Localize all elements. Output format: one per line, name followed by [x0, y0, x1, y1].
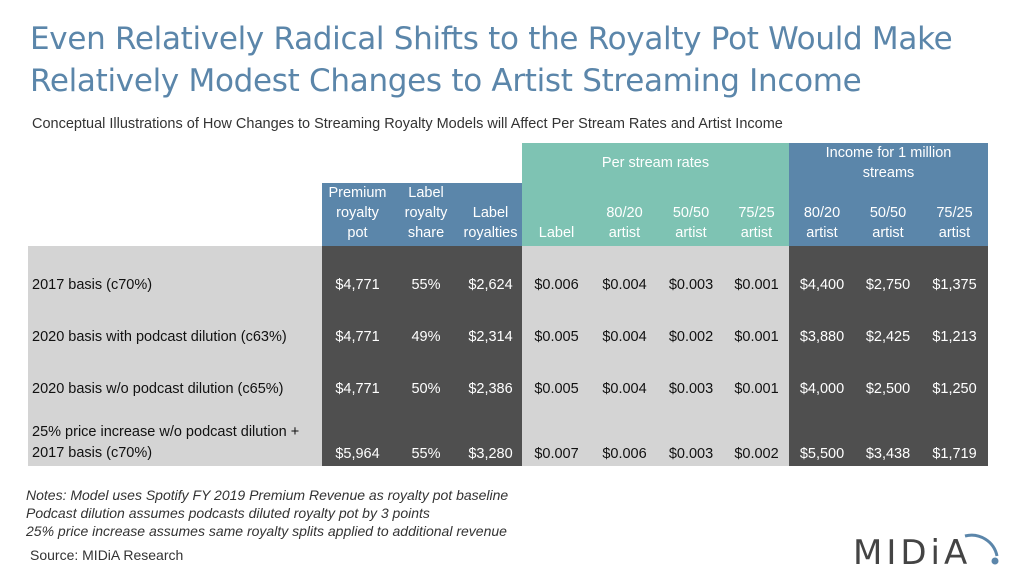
- col-header-label-royalties: Label royalties: [459, 183, 522, 246]
- table-cell: $2,500: [865, 381, 911, 397]
- table-cell: $0.002: [734, 446, 779, 462]
- table-cell: $3,438: [865, 446, 911, 462]
- table-cell: $2,425: [865, 329, 911, 345]
- col-header-artist-75-25-rate: 75/25 artist: [724, 183, 789, 246]
- table-cell: $4,771: [335, 277, 380, 293]
- income-block-background: [789, 246, 988, 466]
- col-header-artist-50-50-income: 50/50 artist: [855, 183, 921, 246]
- note-line-2: Podcast dilution assumes podcasts dilute…: [26, 505, 430, 521]
- table-cell: $0.005: [534, 381, 579, 397]
- table-cell: $0.004: [602, 381, 647, 397]
- table-cell: $0.001: [734, 381, 779, 397]
- group-header-income: Income for 1 million streams: [789, 143, 988, 183]
- table-cell: 50%: [411, 381, 441, 397]
- royalty-table: Per stream rates Income for 1 million str…: [28, 143, 988, 466]
- table-cell: $3,280: [468, 446, 513, 462]
- midia-logo-icon: MIDiA: [853, 533, 999, 573]
- table-cell: $4,000: [799, 381, 845, 397]
- row-label-background: [28, 246, 322, 466]
- col-header-label-rate: Label: [522, 183, 591, 246]
- note-line-3: 25% price increase assumes same royalty …: [26, 523, 507, 539]
- table-cell: 55%: [411, 446, 441, 462]
- table-cell: $0.004: [602, 329, 647, 345]
- table-cell: 49%: [411, 329, 441, 345]
- table-cell: $1,375: [932, 277, 977, 293]
- row-label: 2020 basis with podcast dilution (c63%): [32, 328, 287, 345]
- table-cell: $0.001: [734, 277, 779, 293]
- table-cell: $0.006: [602, 446, 647, 462]
- source-text: Source: MIDiA Research: [30, 547, 184, 563]
- group-header-per-stream: Per stream rates: [522, 143, 789, 183]
- table-cell: $0.001: [734, 329, 779, 345]
- table-cell: $1,250: [932, 381, 977, 397]
- row-label: 2020 basis w/o podcast dilution (c65%): [32, 380, 284, 397]
- col-header-artist-80-20-rate: 80/20 artist: [591, 183, 658, 246]
- table-cell: $4,400: [799, 277, 845, 293]
- subtitle: Conceptual Illustrations of How Changes …: [32, 116, 783, 132]
- table-cell: $4,771: [335, 329, 380, 345]
- table-cell: $0.005: [534, 329, 579, 345]
- table-cell: $0.003: [668, 446, 714, 462]
- col-header-artist-75-25-income: 75/25 artist: [921, 183, 988, 246]
- col-header-label-royalty-share: Label royalty share: [393, 183, 459, 246]
- table-cell: $2,314: [468, 329, 513, 345]
- title-line-2: Relatively Modest Changes to Artist Stre…: [30, 63, 862, 99]
- table-cell: $2,624: [468, 277, 513, 293]
- table-cell: $0.004: [602, 277, 647, 293]
- table-cell: $2,750: [865, 277, 911, 293]
- svg-text:MIDiA: MIDiA: [853, 533, 971, 570]
- table-cell: $3,880: [799, 329, 845, 345]
- premium-block-background: [322, 246, 522, 466]
- table-cell: $5,500: [799, 446, 845, 462]
- table-cell: $2,386: [468, 381, 513, 397]
- note-line-1: Notes: Model uses Spotify FY 2019 Premiu…: [26, 487, 509, 503]
- midia-logo: MIDiA: [853, 530, 1003, 573]
- notes: Notes: Model uses Spotify FY 2019 Premiu…: [26, 486, 508, 540]
- col-header-artist-80-20-income: 80/20 artist: [789, 183, 855, 246]
- table-cell: $0.006: [534, 277, 579, 293]
- table-cell: $0.007: [534, 446, 579, 462]
- table-cell: $1,213: [932, 329, 977, 345]
- table-cell: $0.003: [668, 381, 714, 397]
- col-header-premium-royalty-pot: Premium royalty pot: [322, 183, 393, 246]
- page-title: Even Relatively Radical Shifts to the Ro…: [30, 18, 1000, 102]
- per-stream-block-background: [522, 246, 789, 466]
- col-header-artist-50-50-rate: 50/50 artist: [658, 183, 724, 246]
- row-label: 2017 basis (c70%): [32, 276, 153, 293]
- table-cell: $4,771: [335, 381, 380, 397]
- table-cell: 55%: [411, 277, 441, 293]
- row-label: 25% price increase w/o podcast dilution …: [32, 424, 300, 461]
- table-cell: $0.002: [668, 329, 714, 345]
- table-cell: $1,719: [932, 446, 977, 462]
- table-cell: $5,964: [335, 446, 380, 462]
- table-cell: $0.003: [668, 277, 714, 293]
- title-line-1: Even Relatively Radical Shifts to the Ro…: [30, 21, 953, 57]
